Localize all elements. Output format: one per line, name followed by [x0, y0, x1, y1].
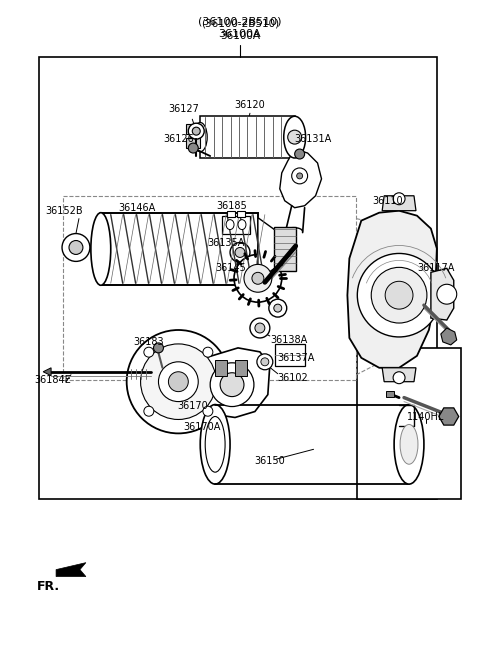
Bar: [222, 215, 250, 233]
Circle shape: [127, 330, 230, 434]
Text: 36152B: 36152B: [45, 206, 83, 215]
Bar: [227, 211, 235, 217]
Circle shape: [255, 323, 265, 333]
Polygon shape: [43, 368, 51, 376]
Polygon shape: [382, 368, 416, 382]
Text: (36100-2B510): (36100-2B510): [198, 16, 282, 27]
Bar: [235, 360, 247, 376]
Circle shape: [168, 372, 188, 391]
Text: 36127: 36127: [168, 104, 199, 114]
Text: 36100A: 36100A: [220, 31, 260, 41]
Ellipse shape: [200, 405, 230, 484]
Circle shape: [244, 264, 272, 292]
Circle shape: [393, 193, 405, 205]
Circle shape: [188, 143, 198, 153]
Text: 36120: 36120: [235, 100, 265, 110]
Text: 36117A: 36117A: [417, 264, 455, 273]
Text: 36170A: 36170A: [183, 422, 221, 432]
Polygon shape: [193, 348, 270, 418]
Bar: [237, 211, 245, 217]
Text: 36150: 36150: [254, 456, 285, 466]
Bar: [200, 116, 295, 158]
Text: 36137A: 36137A: [278, 353, 315, 363]
Circle shape: [274, 304, 282, 312]
Circle shape: [257, 354, 273, 370]
Ellipse shape: [226, 219, 234, 229]
Ellipse shape: [394, 405, 424, 484]
Bar: [39, 57, 437, 499]
Circle shape: [235, 248, 245, 258]
Bar: [101, 213, 258, 285]
Bar: [63, 196, 356, 380]
Text: (36100-2B510): (36100-2B510): [201, 18, 279, 29]
Circle shape: [188, 123, 204, 139]
Text: 36102: 36102: [278, 373, 309, 383]
Circle shape: [144, 347, 154, 357]
Ellipse shape: [205, 416, 225, 472]
Circle shape: [210, 363, 254, 407]
Text: 36110: 36110: [372, 196, 402, 206]
Circle shape: [371, 268, 427, 323]
Bar: [275, 344, 305, 366]
Circle shape: [203, 406, 213, 416]
Circle shape: [158, 362, 198, 401]
Bar: [357, 348, 461, 499]
Circle shape: [192, 127, 200, 135]
Text: 36126: 36126: [163, 134, 194, 144]
Text: FR.: FR.: [37, 580, 60, 593]
Polygon shape: [382, 196, 416, 211]
Circle shape: [220, 373, 244, 397]
Circle shape: [393, 372, 405, 384]
Circle shape: [141, 344, 216, 420]
Circle shape: [154, 343, 164, 353]
Circle shape: [295, 149, 305, 159]
Text: 36184E: 36184E: [35, 375, 72, 385]
Circle shape: [269, 299, 287, 317]
Text: 36146A: 36146A: [118, 203, 155, 213]
Circle shape: [292, 168, 308, 184]
Polygon shape: [441, 328, 457, 345]
Polygon shape: [386, 391, 394, 397]
Text: 36170: 36170: [177, 401, 208, 411]
Text: 36131A: 36131A: [295, 134, 332, 144]
Circle shape: [288, 130, 301, 144]
Circle shape: [234, 254, 282, 302]
Circle shape: [297, 173, 302, 179]
Ellipse shape: [400, 424, 418, 464]
Ellipse shape: [193, 123, 207, 152]
Circle shape: [385, 281, 413, 309]
Polygon shape: [280, 149, 322, 208]
Bar: [186, 124, 200, 134]
Ellipse shape: [284, 116, 306, 158]
Ellipse shape: [238, 219, 246, 229]
Text: 1140HL: 1140HL: [407, 413, 444, 422]
Text: 36185: 36185: [216, 201, 247, 211]
Circle shape: [261, 358, 269, 366]
Polygon shape: [348, 211, 437, 368]
Ellipse shape: [91, 213, 111, 285]
Circle shape: [62, 233, 90, 262]
Circle shape: [250, 318, 270, 338]
Polygon shape: [56, 563, 86, 577]
Polygon shape: [258, 217, 276, 280]
Circle shape: [69, 241, 83, 254]
Bar: [274, 227, 296, 272]
Text: 36100A: 36100A: [219, 29, 261, 39]
Circle shape: [144, 406, 154, 416]
Circle shape: [230, 243, 250, 262]
Circle shape: [203, 347, 213, 357]
Text: 36183: 36183: [133, 337, 164, 347]
Bar: [186, 138, 200, 148]
Text: 36138A: 36138A: [270, 335, 307, 345]
Circle shape: [357, 254, 441, 337]
Circle shape: [437, 284, 457, 304]
Circle shape: [252, 272, 264, 284]
Text: 36145: 36145: [216, 264, 246, 273]
Bar: [215, 360, 227, 376]
Polygon shape: [439, 408, 459, 425]
Polygon shape: [431, 268, 454, 320]
Text: 36135A: 36135A: [207, 237, 245, 248]
